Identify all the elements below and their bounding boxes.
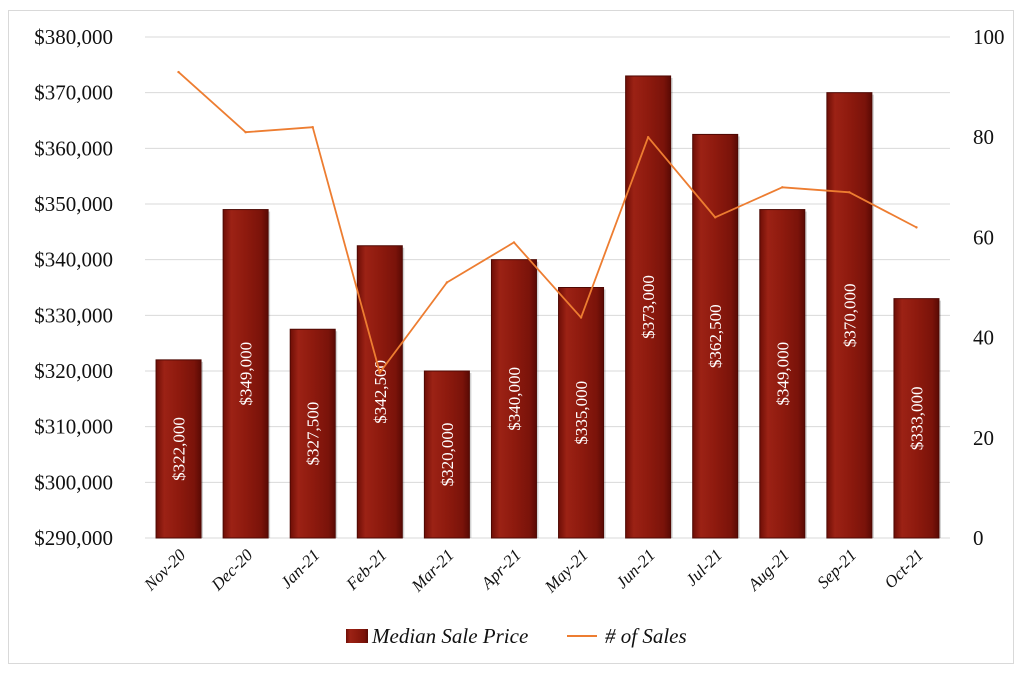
bar-data-label: $342,500: [371, 360, 390, 424]
bar-data-label: $362,500: [706, 304, 725, 368]
sales-point: [512, 241, 516, 244]
x-tick-label: Apr-21: [477, 545, 525, 593]
bar: [222, 209, 269, 539]
bar: [893, 298, 940, 539]
left-tick-label: $330,000: [34, 303, 113, 327]
right-tick-label: 0: [973, 526, 984, 550]
left-tick-label: $370,000: [34, 81, 113, 105]
right-tick-label: 20: [973, 426, 994, 450]
bar-data-label: $333,000: [907, 386, 926, 450]
sales-point: [714, 216, 717, 219]
legend-swatch-median-sale-price: [346, 629, 368, 643]
left-tick-label: $360,000: [34, 136, 113, 160]
legend: Median Sale Price # of Sales: [346, 624, 687, 648]
sales-line: [177, 71, 917, 374]
bar: [558, 287, 605, 539]
sales-point: [646, 136, 650, 139]
right-tick-label: 60: [973, 225, 994, 249]
bar: [759, 209, 806, 539]
x-tick-label: Feb-21: [342, 545, 391, 594]
bar-data-label: $373,000: [639, 275, 658, 339]
sales-point: [848, 191, 851, 194]
bar-data-label: $370,000: [840, 283, 859, 347]
right-axis: 0 20 40 60 80 100: [973, 25, 1005, 550]
bar: [826, 92, 873, 539]
line-series: [177, 70, 918, 374]
bar: [289, 328, 336, 539]
x-tick-label: Jul-21: [682, 545, 726, 589]
sales-point: [781, 186, 784, 189]
left-tick-label: $290,000: [34, 526, 113, 550]
legend-label-num-sales: # of Sales: [605, 624, 687, 648]
sales-point: [915, 226, 918, 229]
right-tick-label: 40: [973, 326, 994, 350]
bar: [155, 359, 202, 539]
bar-data-label: $349,000: [773, 342, 792, 406]
bar: [356, 245, 403, 539]
x-tick-label: Jun-21: [612, 545, 659, 592]
left-tick-label: $320,000: [34, 359, 113, 383]
right-tick-label: 80: [973, 125, 994, 149]
sales-point: [244, 130, 247, 134]
left-tick-label: $310,000: [34, 415, 113, 439]
left-tick-label: $350,000: [34, 192, 113, 216]
bar: [692, 133, 739, 539]
bar-data-label: $320,000: [438, 423, 457, 487]
x-tick-label: Nov-20: [140, 545, 190, 595]
bar: [423, 370, 470, 539]
sales-point: [445, 281, 449, 284]
gridlines: [145, 36, 950, 539]
x-tick-label: Sep-21: [813, 545, 860, 592]
bar-data-label: $335,000: [572, 381, 591, 445]
right-tick-label: 100: [973, 25, 1005, 49]
left-axis: $290,000 $300,000 $310,000 $320,000 $330,000…: [34, 25, 113, 550]
sales-point: [311, 125, 314, 129]
left-tick-label: $340,000: [34, 248, 113, 272]
x-tick-label: Mar-21: [407, 545, 458, 596]
left-tick-label: $300,000: [34, 470, 113, 494]
bar-data-label: $327,500: [304, 402, 323, 466]
sales-point: [579, 316, 583, 319]
bar-data-label: $322,000: [170, 417, 189, 481]
x-tick-label: May-21: [540, 545, 592, 597]
x-tick-label: Aug-21: [744, 545, 794, 595]
sales-point: [378, 371, 381, 374]
bar: [625, 75, 672, 539]
x-tick-label: Oct-21: [880, 545, 927, 592]
bar-series: $322,000 $349,000 $327,500 $342,500 $320,000…: [155, 75, 941, 539]
bar-data-label: $340,000: [505, 367, 524, 431]
x-axis: Nov-20 Dec-20 Jan-21 Feb-21 Mar-21 Apr-21 May-…: [140, 545, 927, 597]
sales-point: [177, 70, 180, 74]
x-tick-label: Dec-20: [207, 545, 257, 595]
x-tick-label: Jan-21: [277, 545, 324, 592]
legend-label-median-sale-price: Median Sale Price: [371, 624, 528, 648]
left-tick-label: $380,000: [34, 25, 113, 49]
bar: [490, 259, 537, 539]
bar-data-label: $349,000: [237, 342, 256, 406]
